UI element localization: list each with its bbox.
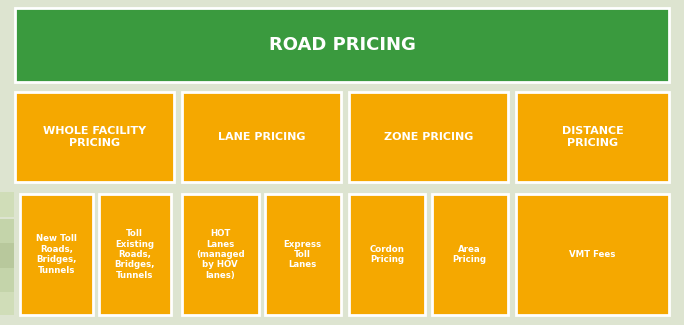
FancyBboxPatch shape	[516, 92, 669, 182]
FancyBboxPatch shape	[349, 194, 425, 315]
Text: Express
Toll
Lanes: Express Toll Lanes	[284, 240, 322, 269]
FancyBboxPatch shape	[15, 92, 174, 182]
FancyBboxPatch shape	[15, 8, 669, 82]
FancyBboxPatch shape	[98, 194, 171, 315]
FancyBboxPatch shape	[0, 243, 14, 268]
Text: DISTANCE
PRICING: DISTANCE PRICING	[562, 126, 623, 148]
FancyBboxPatch shape	[182, 92, 341, 182]
FancyBboxPatch shape	[0, 219, 14, 243]
Text: Cordon
Pricing: Cordon Pricing	[370, 245, 405, 264]
FancyBboxPatch shape	[265, 194, 341, 315]
Text: LANE PRICING: LANE PRICING	[218, 132, 305, 142]
Text: ROAD PRICING: ROAD PRICING	[269, 36, 415, 54]
Text: New Toll
Roads,
Bridges,
Tunnels: New Toll Roads, Bridges, Tunnels	[36, 234, 77, 275]
FancyBboxPatch shape	[0, 268, 14, 292]
Text: Area
Pricing: Area Pricing	[453, 245, 487, 264]
Text: ZONE PRICING: ZONE PRICING	[384, 132, 473, 142]
FancyBboxPatch shape	[20, 194, 92, 315]
Text: HOT
Lanes
(managed
by HOV
lanes): HOT Lanes (managed by HOV lanes)	[196, 229, 245, 280]
FancyBboxPatch shape	[432, 194, 508, 315]
FancyBboxPatch shape	[0, 292, 14, 315]
FancyBboxPatch shape	[0, 192, 14, 217]
FancyBboxPatch shape	[349, 92, 508, 182]
FancyBboxPatch shape	[516, 194, 669, 315]
FancyBboxPatch shape	[182, 194, 259, 315]
Text: WHOLE FACILITY
PRICING: WHOLE FACILITY PRICING	[43, 126, 146, 148]
Text: Toll
Existing
Roads,
Bridges,
Tunnels: Toll Existing Roads, Bridges, Tunnels	[114, 229, 155, 280]
Text: VMT Fees: VMT Fees	[569, 250, 616, 259]
